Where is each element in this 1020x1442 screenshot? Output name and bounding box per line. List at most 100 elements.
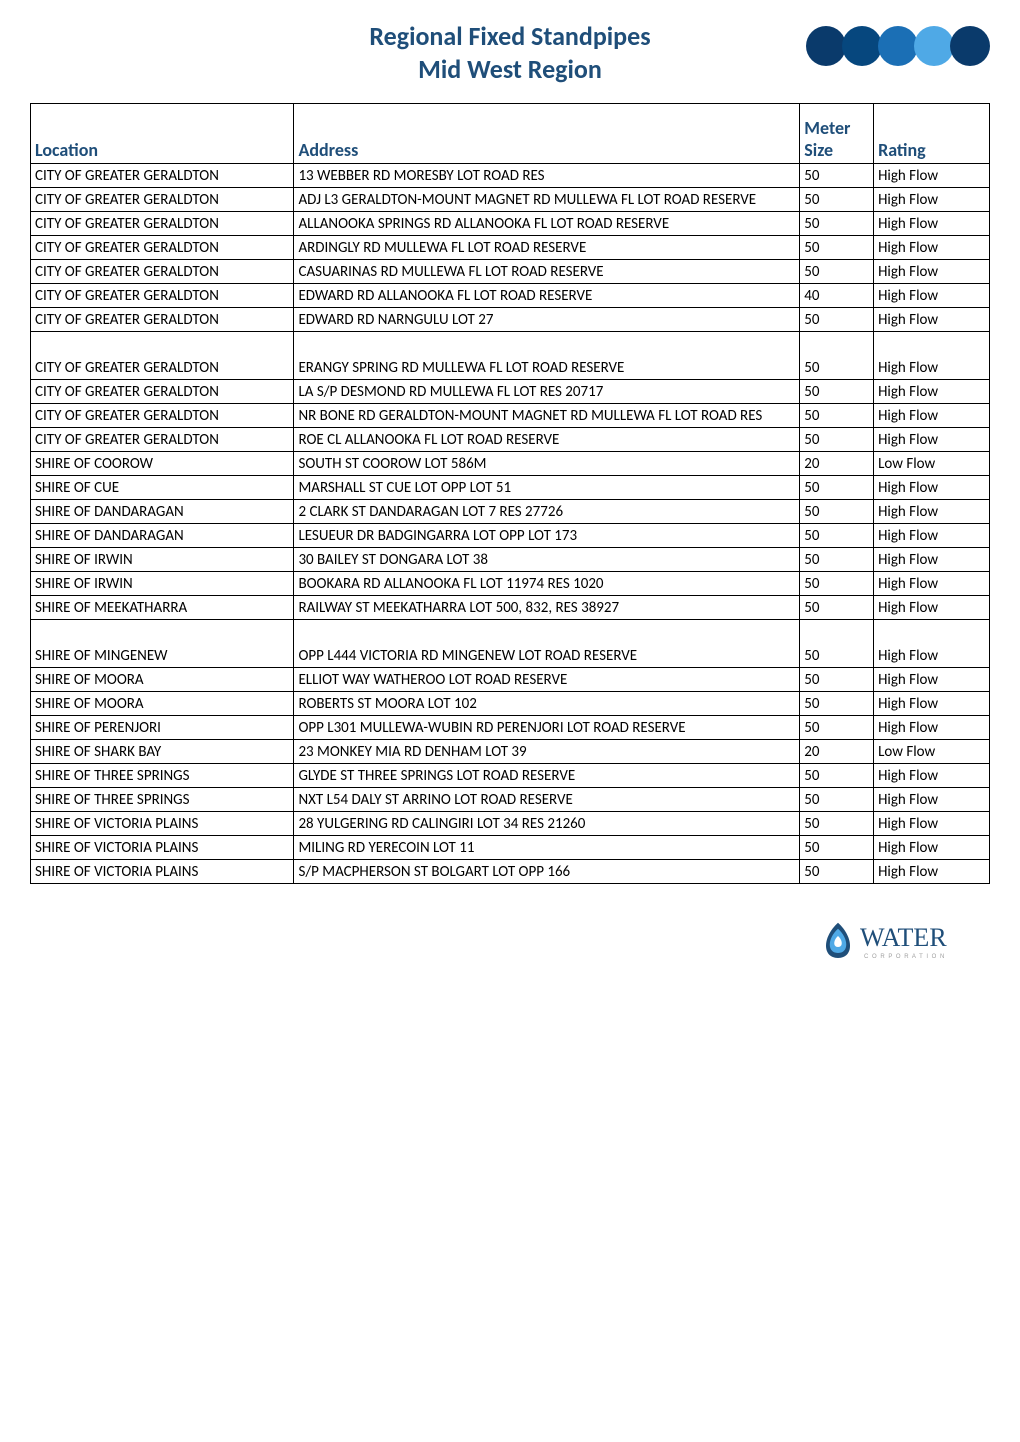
table-row: SHIRE OF VICTORIA PLAINS28 YULGERING RD …: [31, 812, 990, 836]
cell-size: 50: [800, 308, 874, 332]
svg-text:C O R P O R A T I O N: C O R P O R A T I O N: [864, 954, 945, 960]
cell-size: 50: [800, 788, 874, 812]
cell-rating: High Flow: [874, 284, 990, 308]
table-row: CITY OF GREATER GERALDTONCASUARINAS RD M…: [31, 260, 990, 284]
table-row: CITY OF GREATER GERALDTONARDINGLY RD MUL…: [31, 236, 990, 260]
cell-size: 50: [800, 500, 874, 524]
cell-address: ALLANOOKA SPRINGS RD ALLANOOKA FL LOT RO…: [294, 212, 800, 236]
cell-size: 50: [800, 716, 874, 740]
cell-location: SHIRE OF MOORA: [31, 692, 294, 716]
cell-rating: High Flow: [874, 620, 990, 668]
title-line-1: Regional Fixed Standpipes: [369, 20, 650, 53]
cell-location: SHIRE OF IRWIN: [31, 548, 294, 572]
table-row: SHIRE OF CUEMARSHALL ST CUE LOT OPP LOT …: [31, 476, 990, 500]
cell-rating: High Flow: [874, 524, 990, 548]
table-row: SHIRE OF VICTORIA PLAINSS/P MACPHERSON S…: [31, 860, 990, 884]
cell-rating: High Flow: [874, 788, 990, 812]
cell-rating: High Flow: [874, 500, 990, 524]
cell-address: EDWARD RD ALLANOOKA FL LOT ROAD RESERVE: [294, 284, 800, 308]
table-row: SHIRE OF VICTORIA PLAINSMILING RD YERECO…: [31, 836, 990, 860]
cell-size: 50: [800, 692, 874, 716]
table-row: SHIRE OF THREE SPRINGSGLYDE ST THREE SPR…: [31, 764, 990, 788]
cell-address: MARSHALL ST CUE LOT OPP LOT 51: [294, 476, 800, 500]
cell-location: SHIRE OF DANDARAGAN: [31, 524, 294, 548]
col-header-address: Address: [294, 104, 800, 164]
cell-address: SOUTH ST COOROW LOT 586M: [294, 452, 800, 476]
table-row: CITY OF GREATER GERALDTONADJ L3 GERALDTO…: [31, 188, 990, 212]
table-row: SHIRE OF COOROWSOUTH ST COOROW LOT 586M2…: [31, 452, 990, 476]
cell-location: SHIRE OF IRWIN: [31, 572, 294, 596]
page-header: Regional Fixed Standpipes Mid West Regio…: [30, 20, 990, 85]
cell-address: CASUARINAS RD MULLEWA FL LOT ROAD RESERV…: [294, 260, 800, 284]
cell-size: 50: [800, 188, 874, 212]
table-row: CITY OF GREATER GERALDTONERANGY SPRING R…: [31, 332, 990, 380]
cell-location: SHIRE OF DANDARAGAN: [31, 500, 294, 524]
cell-address: LESUEUR DR BADGINGARRA LOT OPP LOT 173: [294, 524, 800, 548]
cell-size: 50: [800, 332, 874, 380]
cell-location: CITY OF GREATER GERALDTON: [31, 284, 294, 308]
cell-location: CITY OF GREATER GERALDTON: [31, 332, 294, 380]
cell-size: 50: [800, 620, 874, 668]
cell-rating: High Flow: [874, 548, 990, 572]
table-row: SHIRE OF THREE SPRINGSNXT L54 DALY ST AR…: [31, 788, 990, 812]
table-row: CITY OF GREATER GERALDTONLA S/P DESMOND …: [31, 380, 990, 404]
cell-rating: High Flow: [874, 692, 990, 716]
cell-address: LA S/P DESMOND RD MULLEWA FL LOT RES 207…: [294, 380, 800, 404]
cell-address: 30 BAILEY ST DONGARA LOT 38: [294, 548, 800, 572]
cell-address: NR BONE RD GERALDTON-MOUNT MAGNET RD MUL…: [294, 404, 800, 428]
cell-rating: High Flow: [874, 236, 990, 260]
cell-size: 50: [800, 548, 874, 572]
cell-address: ROBERTS ST MOORA LOT 102: [294, 692, 800, 716]
cell-size: 20: [800, 740, 874, 764]
cell-address: OPP L301 MULLEWA-WUBIN RD PERENJORI LOT …: [294, 716, 800, 740]
cell-location: CITY OF GREATER GERALDTON: [31, 428, 294, 452]
cell-rating: High Flow: [874, 164, 990, 188]
table-row: CITY OF GREATER GERALDTONROE CL ALLANOOK…: [31, 428, 990, 452]
table-row: SHIRE OF MEEKATHARRARAILWAY ST MEEKATHAR…: [31, 596, 990, 620]
cell-location: CITY OF GREATER GERALDTON: [31, 164, 294, 188]
cell-rating: High Flow: [874, 836, 990, 860]
cell-size: 50: [800, 596, 874, 620]
cell-rating: High Flow: [874, 860, 990, 884]
title-line-2: Mid West Region: [369, 53, 650, 86]
cell-size: 50: [800, 524, 874, 548]
cell-location: SHIRE OF VICTORIA PLAINS: [31, 836, 294, 860]
cell-location: SHIRE OF CUE: [31, 476, 294, 500]
cell-location: SHIRE OF PERENJORI: [31, 716, 294, 740]
cell-rating: High Flow: [874, 260, 990, 284]
table-row: SHIRE OF DANDARAGAN2 CLARK ST DANDARAGAN…: [31, 500, 990, 524]
cell-size: 50: [800, 404, 874, 428]
table-row: CITY OF GREATER GERALDTONNR BONE RD GERA…: [31, 404, 990, 428]
cell-rating: High Flow: [874, 404, 990, 428]
cell-location: CITY OF GREATER GERALDTON: [31, 260, 294, 284]
cell-address: ELLIOT WAY WATHEROO LOT ROAD RESERVE: [294, 668, 800, 692]
cell-location: CITY OF GREATER GERALDTON: [31, 380, 294, 404]
table-row: SHIRE OF SHARK BAY23 MONKEY MIA RD DENHA…: [31, 740, 990, 764]
header-dots-logo: [806, 24, 990, 68]
table-row: SHIRE OF MOORAELLIOT WAY WATHEROO LOT RO…: [31, 668, 990, 692]
cell-rating: High Flow: [874, 668, 990, 692]
cell-location: SHIRE OF MOORA: [31, 668, 294, 692]
cell-size: 50: [800, 668, 874, 692]
cell-size: 50: [800, 260, 874, 284]
cell-rating: High Flow: [874, 716, 990, 740]
cell-address: ROE CL ALLANOOKA FL LOT ROAD RESERVE: [294, 428, 800, 452]
cell-address: 28 YULGERING RD CALINGIRI LOT 34 RES 212…: [294, 812, 800, 836]
cell-address: 13 WEBBER RD MORESBY LOT ROAD RES: [294, 164, 800, 188]
cell-address: BOOKARA RD ALLANOOKA FL LOT 11974 RES 10…: [294, 572, 800, 596]
cell-rating: High Flow: [874, 212, 990, 236]
cell-rating: High Flow: [874, 476, 990, 500]
cell-location: SHIRE OF THREE SPRINGS: [31, 788, 294, 812]
col-header-location: Location: [31, 104, 294, 164]
table-row: CITY OF GREATER GERALDTONEDWARD RD ALLAN…: [31, 284, 990, 308]
cell-rating: High Flow: [874, 764, 990, 788]
table-row: SHIRE OF IRWINBOOKARA RD ALLANOOKA FL LO…: [31, 572, 990, 596]
cell-rating: High Flow: [874, 308, 990, 332]
cell-location: SHIRE OF MINGENEW: [31, 620, 294, 668]
table-row: SHIRE OF MINGENEWOPP L444 VICTORIA RD MI…: [31, 620, 990, 668]
cell-address: S/P MACPHERSON ST BOLGART LOT OPP 166: [294, 860, 800, 884]
cell-rating: High Flow: [874, 332, 990, 380]
cell-address: RAILWAY ST MEEKATHARRA LOT 500, 832, RES…: [294, 596, 800, 620]
cell-size: 50: [800, 476, 874, 500]
cell-location: SHIRE OF COOROW: [31, 452, 294, 476]
